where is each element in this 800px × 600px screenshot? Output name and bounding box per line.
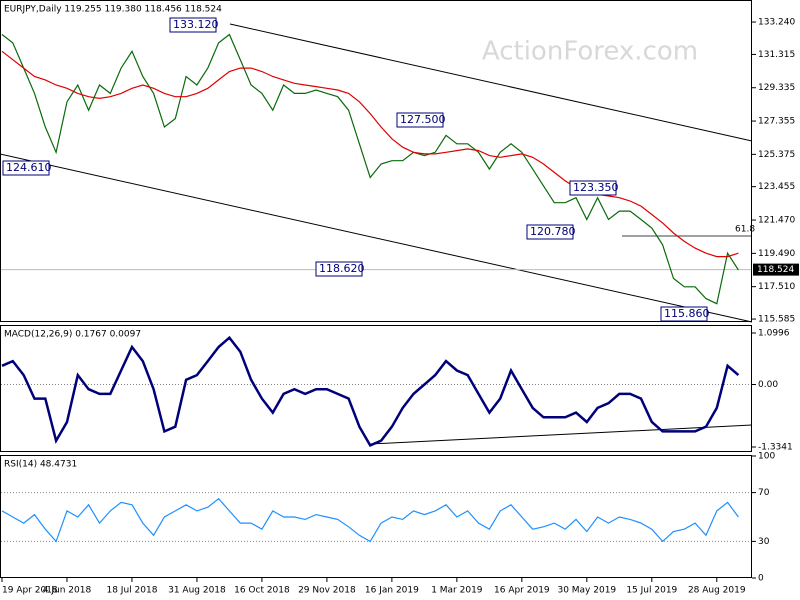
annotation: 120.780 xyxy=(530,225,576,238)
annotation-box xyxy=(396,112,444,128)
last-price-box xyxy=(753,263,799,276)
x-tick-label: 16 Jan 2019 xyxy=(365,586,419,596)
annotation-box xyxy=(2,160,50,176)
annotation: 61.8 xyxy=(735,225,755,235)
y-tick-label: 30 xyxy=(758,537,770,547)
series-line xyxy=(1,497,739,543)
channel-line xyxy=(0,153,753,323)
y-tick-label: 131.315 xyxy=(758,50,795,60)
x-tick-label: 29 Nov 2018 xyxy=(298,586,356,596)
annotation-box xyxy=(569,180,617,196)
series-line xyxy=(1,335,740,447)
chart-title: EURJPY,Daily 119.255 119.380 118.456 118… xyxy=(4,5,222,15)
y-tick-label: 121.470 xyxy=(758,216,795,226)
series-line xyxy=(1,33,739,305)
x-tick-label: 16 Oct 2018 xyxy=(234,586,290,596)
y-tick-label: 127.355 xyxy=(758,117,795,127)
x-tick-label: 1 Mar 2019 xyxy=(431,586,483,596)
x-tick-label: 4 Jun 2018 xyxy=(43,586,92,596)
trend-line xyxy=(369,424,753,445)
price-panel xyxy=(0,0,752,322)
y-tick-label: 125.375 xyxy=(758,150,795,160)
rsi-title: RSI(14) 48.4731 xyxy=(4,460,77,470)
annotation: 127.500 xyxy=(400,113,446,126)
y-tick-label: 115.585 xyxy=(758,315,795,325)
annotation-box xyxy=(660,306,708,322)
y-tick-label: 117.510 xyxy=(758,282,795,292)
rsi-panel xyxy=(0,455,752,578)
x-tick-label: 30 May 2019 xyxy=(557,586,616,596)
y-tick-label: 1.0996 xyxy=(758,329,790,339)
x-tick-label: 15 Jul 2019 xyxy=(626,586,677,596)
x-tick-label: 18 Jul 2018 xyxy=(106,586,157,596)
y-tick-label: 123.455 xyxy=(758,182,795,192)
y-tick-label: 0.00 xyxy=(758,380,778,390)
annotation-box xyxy=(315,261,363,277)
y-tick-label: 100 xyxy=(758,452,775,462)
x-tick-label: 16 Apr 2019 xyxy=(494,586,550,596)
last-price-label: 118.524 xyxy=(757,265,794,275)
macd-panel xyxy=(0,325,752,452)
x-tick-label: 28 Aug 2019 xyxy=(688,586,746,596)
y-tick-label: 70 xyxy=(758,488,770,498)
annotation: 124.610 xyxy=(6,161,52,174)
x-tick-label: 19 Apr 2018 xyxy=(2,586,58,596)
channel-line xyxy=(229,23,753,142)
series-line xyxy=(1,50,739,258)
watermark: ActionForex.com xyxy=(482,37,698,67)
annotation-box xyxy=(169,17,217,33)
y-tick-label: 119.490 xyxy=(758,249,795,259)
y-tick-label: 0 xyxy=(758,574,764,584)
annotation: 118.620 xyxy=(319,262,365,275)
annotation: 115.860 xyxy=(664,307,710,320)
annotation: 133.120 xyxy=(173,18,219,31)
y-tick-label: -1.3341 xyxy=(758,443,793,453)
y-tick-label: 129.335 xyxy=(758,83,795,93)
macd-title: MACD(12,26,9) 0.1767 0.0097 xyxy=(4,330,141,340)
annotation-box xyxy=(526,224,574,240)
annotation: 123.350 xyxy=(573,181,619,194)
y-tick-label: 133.240 xyxy=(758,18,795,28)
x-tick-label: 31 Aug 2018 xyxy=(168,586,226,596)
